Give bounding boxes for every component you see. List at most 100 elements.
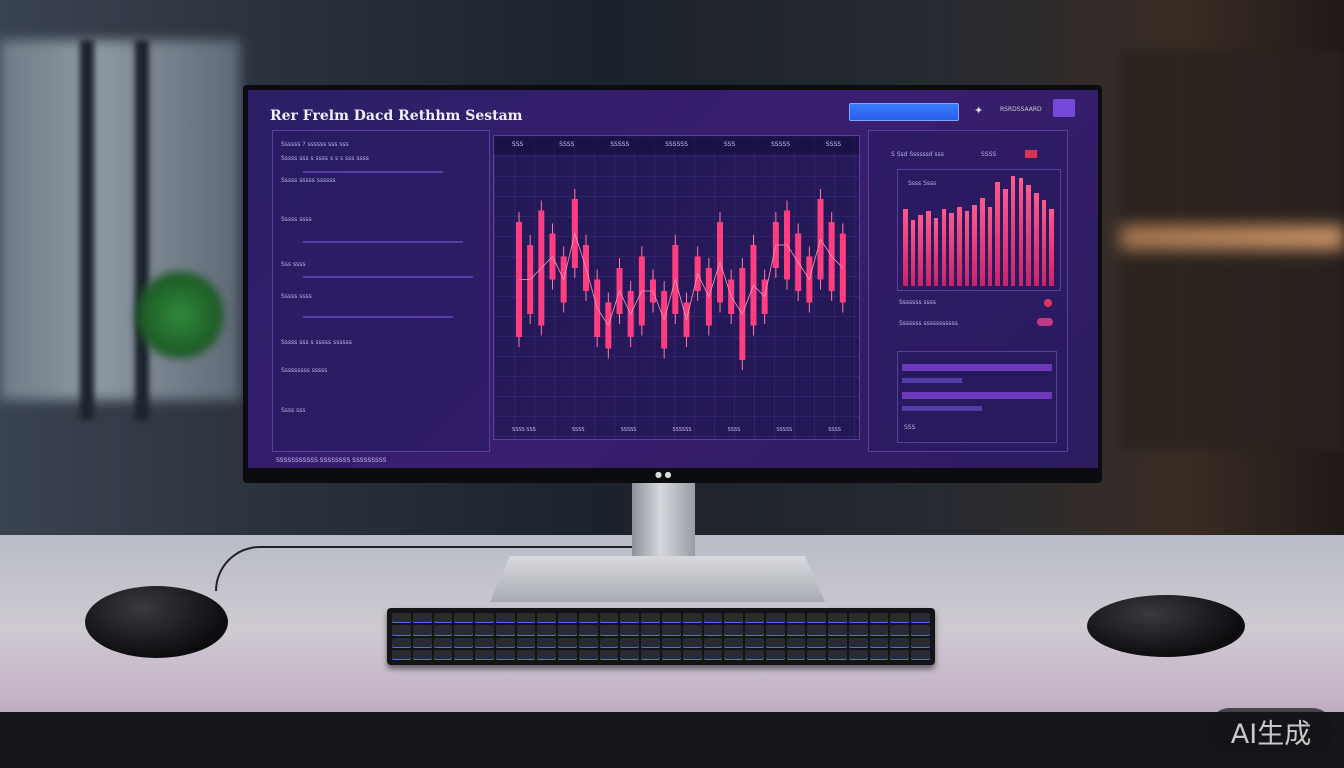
key[interactable] [516, 637, 536, 648]
key[interactable] [682, 613, 702, 624]
key[interactable] [724, 625, 744, 636]
key[interactable] [516, 649, 536, 660]
key[interactable] [599, 649, 619, 660]
key[interactable] [765, 649, 785, 660]
key[interactable] [516, 625, 536, 636]
toggle[interactable] [1037, 318, 1053, 326]
key[interactable] [412, 625, 432, 636]
key[interactable] [641, 637, 660, 648]
key[interactable] [454, 637, 474, 648]
keyboard[interactable] [387, 608, 935, 665]
key[interactable] [599, 625, 619, 636]
key[interactable] [807, 637, 827, 648]
key[interactable] [661, 637, 681, 648]
key[interactable] [828, 637, 847, 648]
list-item[interactable]: Ssssss ? ssssss sss sss [281, 141, 349, 148]
key[interactable] [807, 625, 827, 636]
key[interactable] [392, 649, 411, 660]
key[interactable] [495, 637, 515, 648]
key[interactable] [869, 625, 889, 636]
key[interactable] [682, 625, 702, 636]
key[interactable] [392, 637, 411, 648]
key[interactable] [537, 613, 557, 624]
key[interactable] [475, 613, 494, 624]
key[interactable] [392, 625, 411, 636]
chart-header-item[interactable]: SSSSS [610, 141, 630, 148]
right-mouse[interactable] [1087, 595, 1245, 657]
list-item[interactable]: Sssssss sssssssssss [899, 320, 958, 327]
list-item[interactable]: Sssss sssss ssssss [281, 177, 336, 184]
chart-header-item[interactable]: SSS [511, 141, 524, 148]
list-item[interactable]: Sssssssss sssss [281, 367, 328, 374]
key[interactable] [848, 637, 868, 648]
key[interactable] [890, 649, 910, 660]
key[interactable] [828, 649, 847, 660]
key[interactable] [516, 613, 536, 624]
key[interactable] [682, 637, 702, 648]
key[interactable] [537, 625, 557, 636]
key[interactable] [724, 613, 744, 624]
key[interactable] [765, 613, 785, 624]
key[interactable] [454, 649, 474, 660]
key[interactable] [661, 625, 681, 636]
key[interactable] [454, 613, 474, 624]
key[interactable] [765, 625, 785, 636]
key[interactable] [890, 625, 910, 636]
key[interactable] [537, 637, 557, 648]
key[interactable] [911, 613, 930, 624]
key[interactable] [724, 649, 744, 660]
list-item[interactable]: Ssss sss [281, 407, 306, 414]
key[interactable] [433, 625, 453, 636]
key[interactable] [578, 625, 598, 636]
chart-header-item[interactable]: SSSSS [770, 141, 791, 148]
key[interactable] [828, 613, 847, 624]
list-item[interactable]: Sssss ssss [281, 216, 312, 223]
key[interactable] [578, 649, 598, 660]
key[interactable] [703, 649, 723, 660]
key[interactable] [537, 649, 557, 660]
key[interactable] [745, 649, 764, 660]
key[interactable] [745, 637, 764, 648]
key[interactable] [599, 613, 619, 624]
alert-badge[interactable] [1025, 150, 1037, 158]
key[interactable] [661, 649, 681, 660]
key[interactable] [661, 613, 681, 624]
key[interactable] [745, 625, 764, 636]
key[interactable] [807, 613, 827, 624]
key[interactable] [745, 613, 764, 624]
key[interactable] [412, 613, 432, 624]
key[interactable] [475, 649, 494, 660]
avatar[interactable] [1053, 99, 1075, 117]
key[interactable] [599, 637, 619, 648]
chart-header-item[interactable]: SSSS [559, 141, 575, 148]
search-bar[interactable] [849, 103, 959, 121]
key[interactable] [620, 613, 640, 624]
key[interactable] [641, 613, 660, 624]
key[interactable] [848, 649, 868, 660]
list-item[interactable]: Sssss sss s ssss s s s sss ssss [281, 155, 369, 162]
list-item[interactable]: Sssss sss s sssss ssssss [281, 339, 352, 346]
key[interactable] [786, 613, 806, 624]
chart-header-item[interactable]: SSSS [825, 141, 842, 148]
key[interactable] [786, 649, 806, 660]
key[interactable] [890, 637, 910, 648]
key[interactable] [890, 613, 910, 624]
key[interactable] [828, 625, 847, 636]
key[interactable] [682, 649, 702, 660]
key[interactable] [848, 625, 868, 636]
key[interactable] [641, 649, 660, 660]
list-item[interactable]: Sss ssss [281, 261, 306, 268]
key[interactable] [412, 637, 432, 648]
key[interactable] [724, 637, 744, 648]
list-item[interactable]: Sssssss ssss [899, 299, 936, 306]
settings-icon[interactable]: ✦ [974, 104, 984, 117]
key[interactable] [807, 649, 827, 660]
key[interactable] [786, 625, 806, 636]
list-item[interactable]: Sssss ssss [281, 293, 312, 300]
chart-header-item[interactable]: SSSSSS [665, 141, 688, 148]
key[interactable] [911, 637, 930, 648]
key[interactable] [911, 649, 930, 660]
key[interactable] [412, 649, 432, 660]
key[interactable] [869, 649, 889, 660]
key[interactable] [433, 613, 453, 624]
